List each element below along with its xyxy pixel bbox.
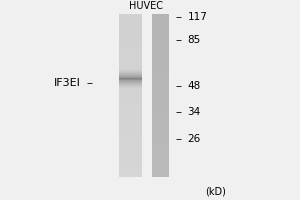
Text: --: -- [176,81,182,91]
Text: --: -- [176,35,182,45]
Text: --: -- [176,12,182,22]
Text: IF3EI: IF3EI [54,78,81,88]
Text: 117: 117 [188,12,207,22]
Text: 34: 34 [188,107,201,117]
Text: --: -- [176,134,182,144]
Text: (kD): (kD) [206,186,226,196]
Text: 85: 85 [188,35,201,45]
Text: 48: 48 [188,81,201,91]
Text: --: -- [176,107,182,117]
Text: HUVEC: HUVEC [128,1,163,11]
Text: 26: 26 [188,134,201,144]
Text: --: -- [87,78,94,88]
